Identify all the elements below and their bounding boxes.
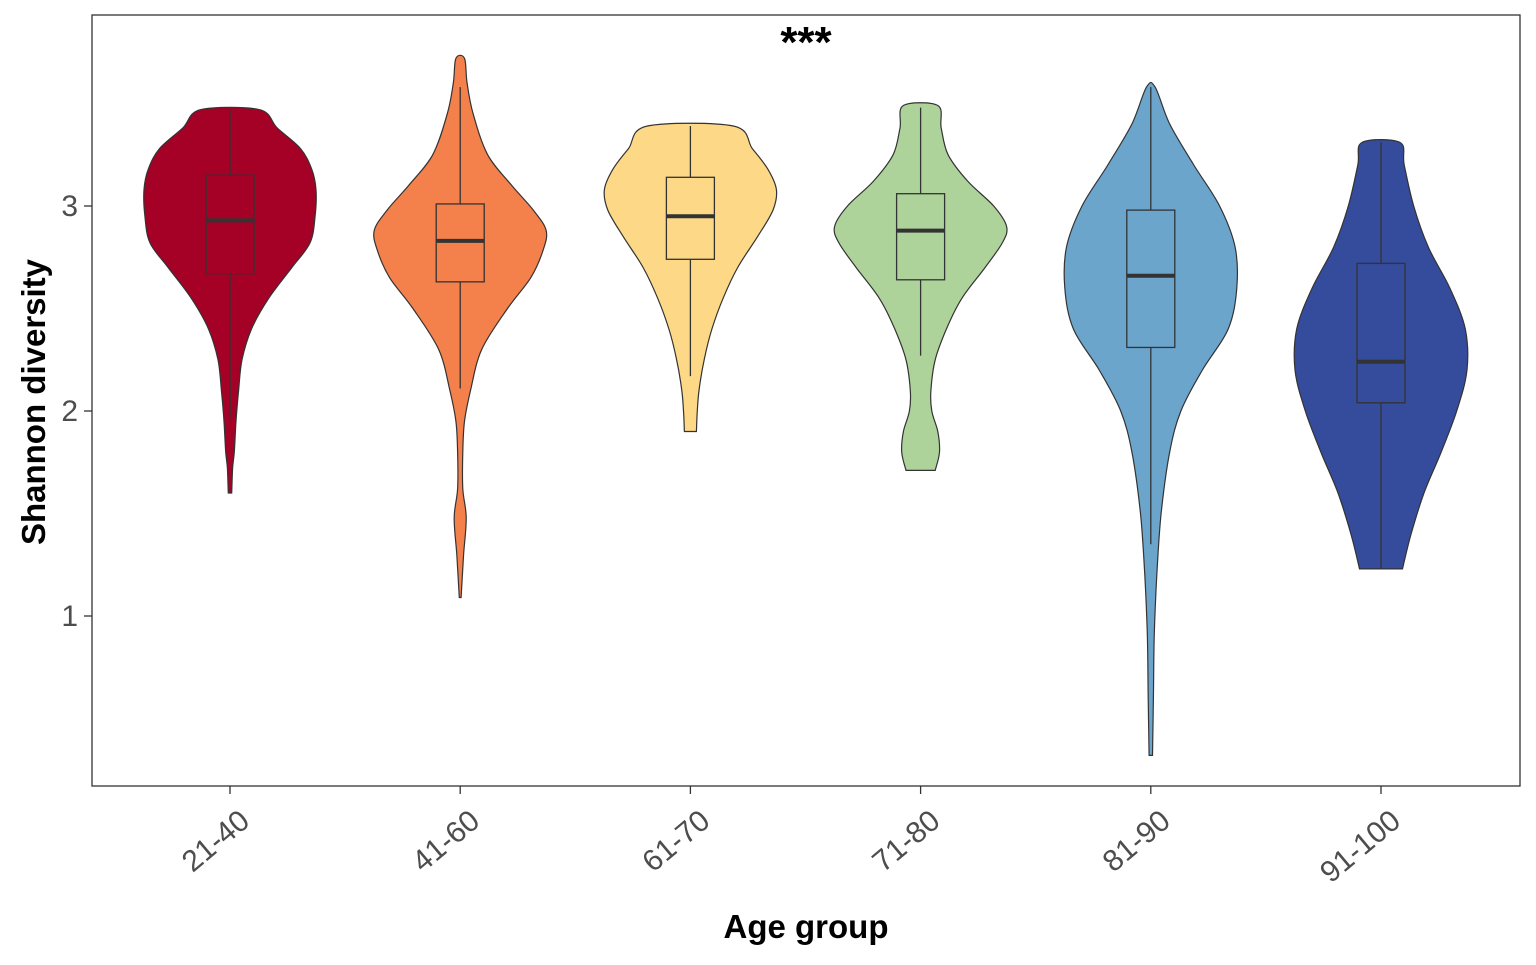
box-41-60: [435, 203, 485, 283]
x-axis: 21-40 41-60 61-70 71-80 81-90 91-100: [176, 786, 1407, 889]
y-axis: 1 2 3: [61, 190, 92, 633]
box-61-70: [665, 176, 716, 260]
x-tick-label: 81-90: [1097, 804, 1177, 879]
y-axis-title: Shannon diversity: [15, 258, 52, 545]
x-tick-label: 91-100: [1314, 804, 1407, 889]
box-81-90: [1126, 209, 1176, 349]
box-21-40: [205, 174, 255, 275]
x-tick-label: 71-80: [866, 804, 946, 879]
plot-panel: [91, 14, 1521, 787]
x-tick-label: 41-60: [406, 804, 486, 879]
x-tick-label: 21-40: [176, 804, 256, 879]
box-71-80: [895, 193, 946, 281]
y-tick-label: 2: [61, 395, 78, 428]
boxes-layer: [205, 87, 1406, 569]
y-tick-label: 1: [61, 600, 78, 633]
significance-annotation: ***: [780, 18, 832, 67]
box-91-100: [1356, 262, 1406, 404]
y-tick-label: 3: [61, 190, 78, 223]
x-tick-label: 61-70: [636, 804, 716, 879]
x-axis-title: Age group: [724, 908, 889, 945]
